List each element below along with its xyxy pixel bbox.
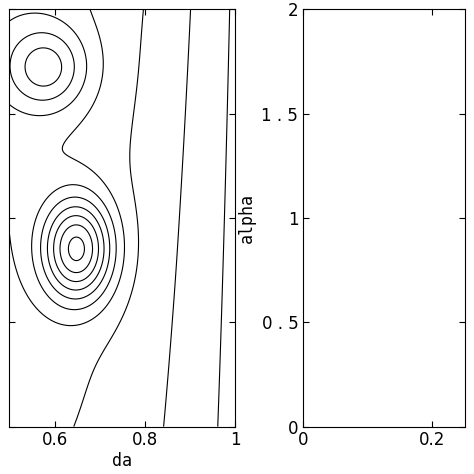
- Y-axis label: alpha: alpha: [238, 193, 256, 243]
- X-axis label: da: da: [112, 452, 132, 470]
